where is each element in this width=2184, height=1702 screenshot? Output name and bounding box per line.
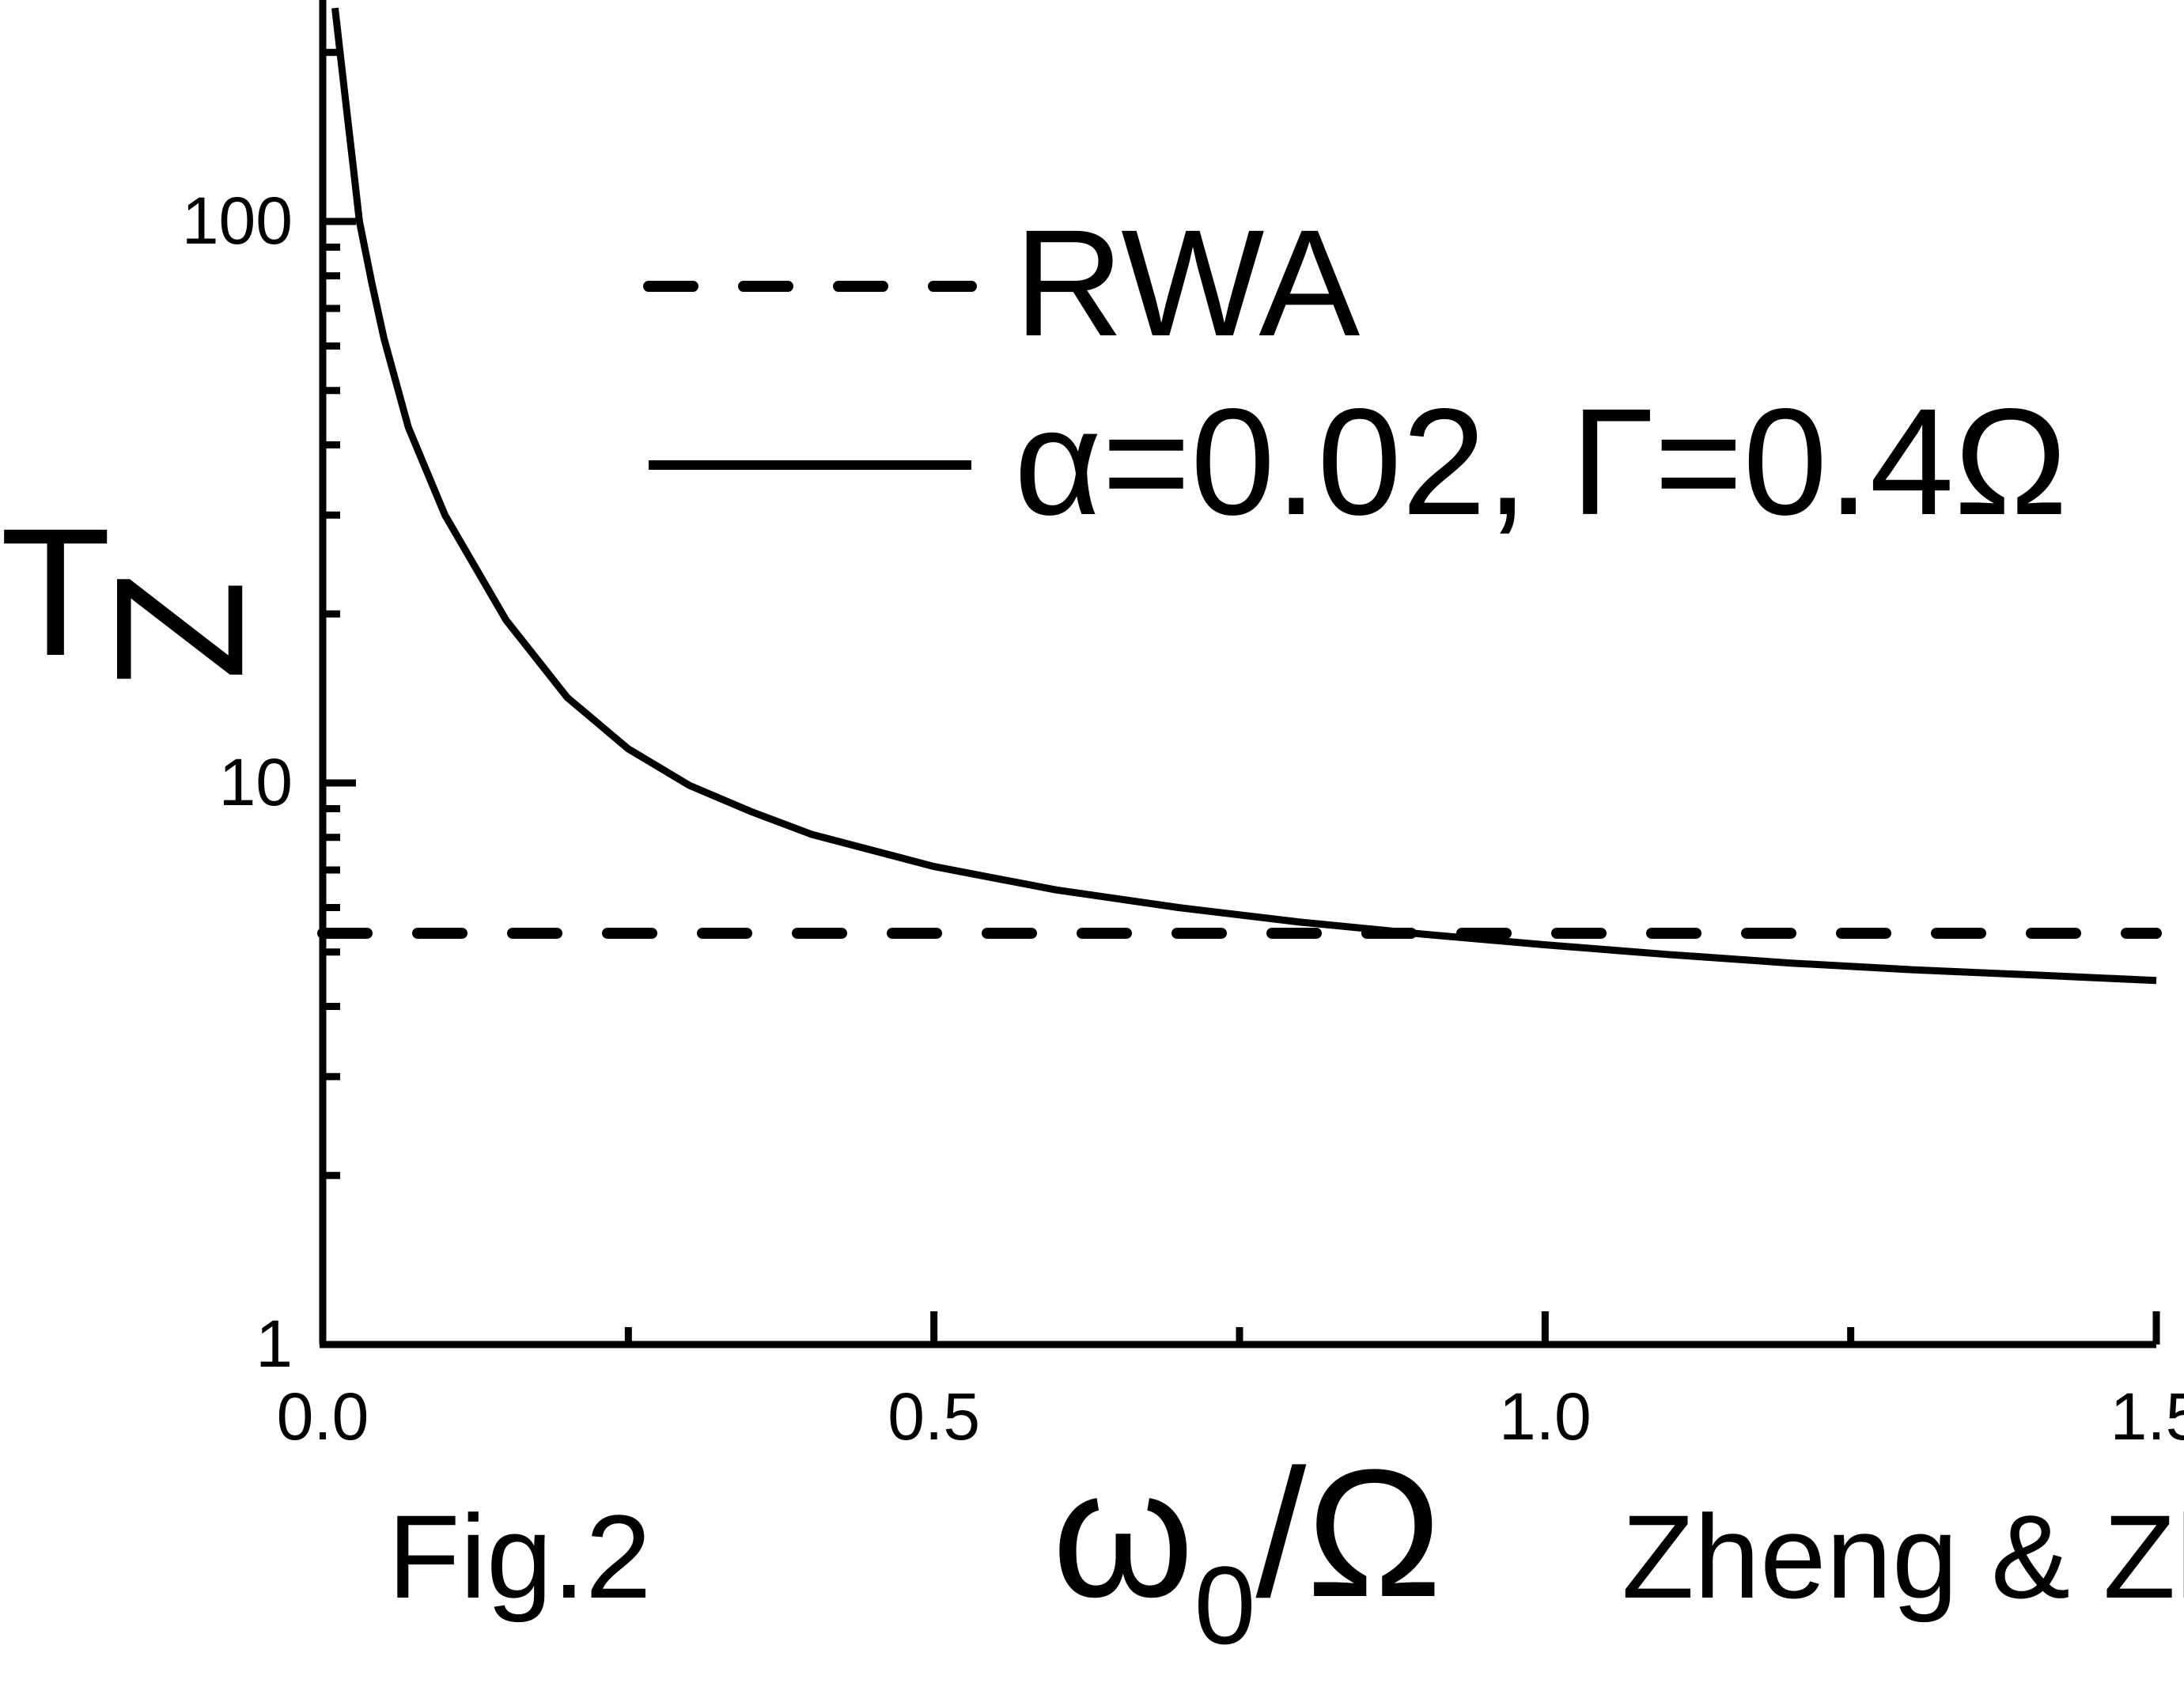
y-axis-title-t: T xyxy=(0,490,112,694)
legend-label-alpha: α=0.02, Γ=0.4Ω xyxy=(1014,376,2068,547)
series-alpha-line xyxy=(331,7,2157,985)
labels: 0.0 0.5 1.0 1.5 1 10 100 xyxy=(182,183,2184,1454)
y-tick-label: 1 xyxy=(255,1307,293,1381)
y-axis-title-z: Z xyxy=(78,573,282,685)
x-tick-label: 0.5 xyxy=(888,1379,980,1454)
x-axis-title-omega: ω xyxy=(1052,1432,1194,1635)
y-tick-label: 10 xyxy=(219,745,293,819)
x-axis-title: ω0/Ω xyxy=(1052,1432,1442,1667)
axes xyxy=(319,0,2160,1348)
x-tick-label: 1.5 xyxy=(2110,1379,2184,1454)
x-tick-label: 1.0 xyxy=(1499,1379,1592,1454)
x-axis-title-rest: /Ω xyxy=(1255,1432,1442,1635)
x-axis-title-sub: 0 xyxy=(1194,1543,1256,1667)
legend-label-rwa: RWA xyxy=(1014,198,1360,368)
figure-label: Fig.2 xyxy=(388,1490,651,1623)
y-axis-title: T Z xyxy=(0,490,282,694)
author-label: Zheng & Zhu xyxy=(1622,1490,2184,1623)
svg-text:ω0/Ω: ω0/Ω xyxy=(1052,1432,1442,1667)
x-tick-label: 0.0 xyxy=(277,1379,369,1454)
legend: RWA α=0.02, Γ=0.4Ω xyxy=(643,198,2068,547)
y-tick-label: 100 xyxy=(182,183,293,258)
plot-area xyxy=(317,7,2162,985)
